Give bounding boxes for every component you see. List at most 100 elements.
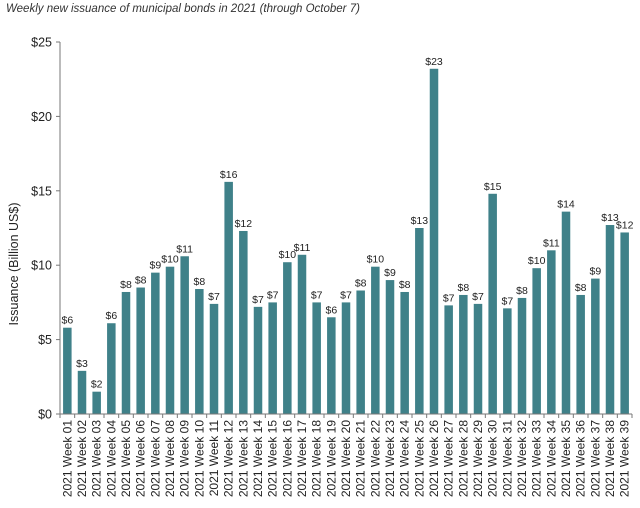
data-label: $8 [193, 276, 205, 288]
bar [400, 291, 409, 414]
x-tick-label: 2021 Week 05 [119, 420, 133, 497]
x-tick-label: 2021 Week 06 [134, 420, 148, 497]
data-label: $11 [176, 243, 193, 255]
bar [63, 327, 72, 414]
data-label: $13 [411, 215, 429, 227]
data-label: $8 [120, 279, 132, 291]
x-tick-label: 2021 Week 07 [148, 420, 162, 497]
bar [165, 266, 175, 414]
data-label: $3 [76, 358, 88, 370]
x-tick-label: 2021 Week 17 [295, 420, 309, 497]
bar [341, 302, 351, 414]
x-tick-label: 2021 Week 39 [618, 420, 632, 497]
x-tick-label: 2021 Week 08 [163, 420, 177, 497]
y-tick-label: $15 [31, 184, 52, 198]
x-tick-label: 2021 Week 12 [222, 420, 236, 497]
bar [356, 290, 365, 414]
bar [620, 232, 629, 414]
data-label: $7 [472, 291, 484, 303]
y-tick-label: $0 [38, 408, 52, 422]
x-tick-label: 2021 Week 24 [398, 420, 412, 497]
x-tick-label: 2021 Week 26 [427, 420, 441, 497]
x-tick-label: 2021 Week 22 [368, 420, 382, 497]
bar [415, 228, 424, 414]
bar [283, 262, 292, 414]
data-label: $10 [161, 254, 179, 266]
y-axis: $0 $5 $10 $15 $20 $25 [31, 36, 61, 422]
data-label: $7 [208, 291, 220, 303]
bar [503, 308, 512, 414]
bar [77, 370, 87, 414]
bar [136, 287, 145, 414]
bar [312, 302, 321, 414]
bar [385, 280, 395, 414]
bar [224, 181, 233, 414]
x-tick-label: 2021 Week 29 [471, 420, 485, 497]
data-label: $9 [149, 260, 161, 272]
x-tick-label: 2021 Week 02 [75, 420, 89, 497]
data-label: $11 [294, 242, 311, 254]
x-tick-label: 2021 Week 15 [266, 420, 280, 497]
x-tick-label: 2021 Week 35 [559, 420, 573, 497]
x-tick-label: 2021 Week 28 [456, 420, 470, 497]
bar [591, 278, 600, 414]
bar [107, 323, 116, 414]
data-label: $10 [528, 255, 546, 267]
x-tick-label: 2021 Week 01 [60, 420, 74, 497]
x-axis: 2021 Week 01 2021 Week 02 2021 Week 03 2021… [59, 413, 633, 497]
x-tick-label: 2021 Week 32 [515, 420, 529, 497]
data-label: $7 [501, 295, 513, 307]
bar [371, 266, 380, 414]
x-tick-label: 2021 Week 31 [500, 420, 514, 497]
y-tick-label: $10 [31, 259, 52, 273]
bar [429, 68, 439, 414]
data-label: $6 [325, 304, 337, 316]
x-tick-label: 2021 Week 18 [310, 420, 324, 497]
x-tick-label: 2021 Week 13 [236, 420, 250, 497]
y-tick-label: $5 [38, 333, 52, 347]
bar [488, 193, 497, 414]
data-label: $8 [399, 279, 411, 291]
x-tick-label: 2021 Week 10 [192, 420, 206, 497]
data-label: $8 [355, 278, 367, 290]
data-label: $6 [61, 315, 73, 327]
x-tick-label: 2021 Week 25 [412, 420, 426, 497]
bar [92, 391, 101, 414]
bar [253, 306, 263, 414]
bar [605, 225, 615, 414]
y-axis-title: Issuance (Billion US$) [7, 203, 21, 326]
bar [532, 268, 541, 414]
x-tick-label: 2021 Week 37 [588, 420, 602, 497]
x-tick-label: 2021 Week 34 [544, 420, 558, 497]
bar [180, 256, 189, 414]
data-label: $6 [105, 310, 117, 322]
bar [459, 294, 468, 414]
x-tick-label: 2021 Week 16 [280, 420, 294, 497]
bar [517, 297, 527, 414]
bar [473, 303, 483, 414]
bar [121, 291, 131, 414]
x-tick-label: 2021 Week 21 [354, 420, 368, 497]
bar [576, 294, 585, 414]
x-tick-label: 2021 Week 14 [251, 420, 265, 497]
x-tick-label: 2021 Week 30 [486, 420, 500, 497]
data-label: $8 [457, 282, 469, 294]
chart-title: Weekly new issuance of municipal bonds i… [6, 3, 360, 15]
data-label: $13 [601, 212, 619, 224]
data-label: $12 [616, 219, 634, 231]
data-label: $15 [484, 181, 502, 193]
data-label: $2 [91, 379, 103, 391]
bar [561, 211, 571, 414]
data-label: $7 [311, 289, 323, 301]
bar [327, 317, 336, 414]
data-label: $8 [575, 282, 587, 294]
data-label: $7 [340, 289, 352, 301]
data-label: $23 [425, 56, 443, 68]
data-labels: $6$3$2$6$8 $8$9 $10$11$8$7$16$12$7 $7$10$11… [61, 56, 633, 391]
data-label: $8 [516, 285, 528, 297]
x-tick-label: 2021 Week 33 [530, 420, 544, 497]
data-label: $12 [235, 218, 253, 230]
data-label: $7 [252, 294, 264, 306]
bar [209, 303, 219, 414]
